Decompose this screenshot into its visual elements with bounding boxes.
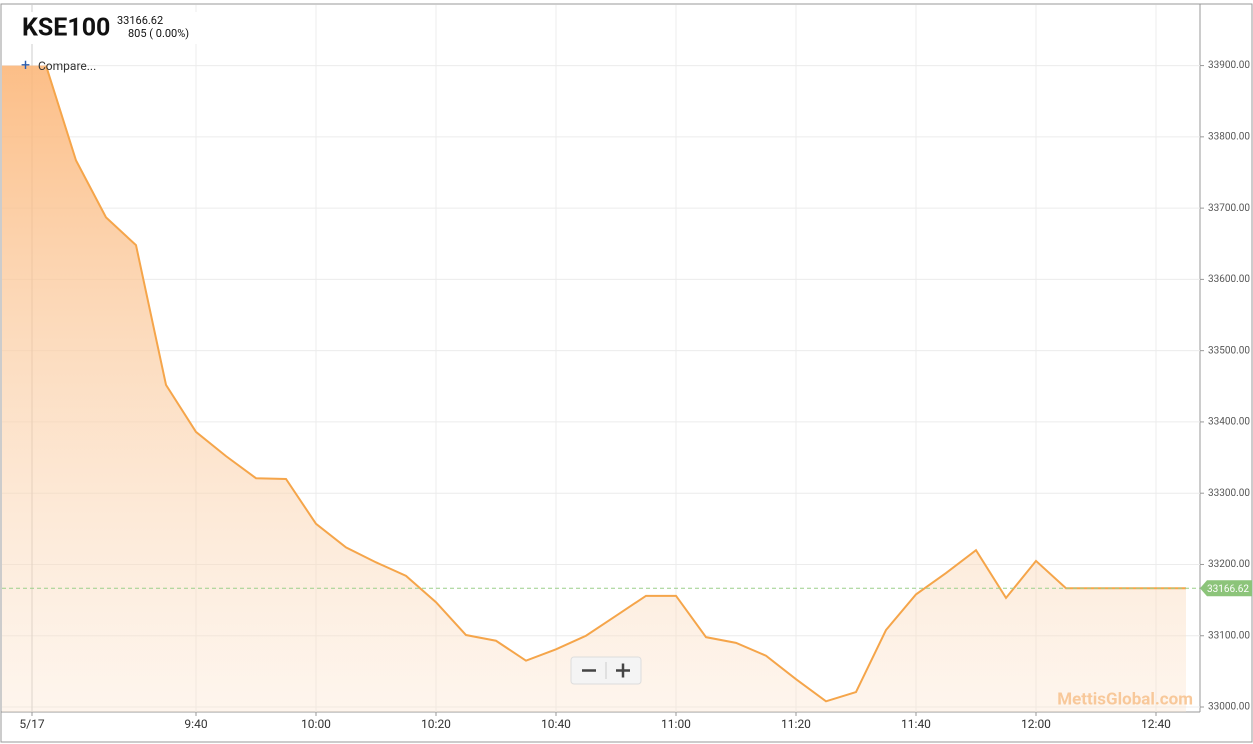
y-tick-label: 33300.00	[1208, 488, 1250, 499]
x-tick-label: 10:00	[301, 717, 331, 731]
y-tick-label: 33000.00	[1208, 702, 1250, 713]
x-tick-label: 11:40	[901, 717, 931, 731]
x-tick-label: 10:20	[421, 717, 451, 731]
compare-button[interactable]: + Compare...	[21, 55, 96, 74]
compare-label: Compare...	[38, 59, 96, 73]
plus-icon: +	[21, 55, 30, 74]
price: 33166.62	[117, 14, 163, 27]
x-tick-label: 5/17	[19, 717, 44, 731]
plus-icon	[616, 663, 630, 678]
y-tick-label: 33200.00	[1208, 559, 1250, 570]
y-tick-label: 33700.00	[1208, 203, 1250, 214]
header-box	[12, 12, 197, 44]
y-tick-label: 33900.00	[1208, 60, 1250, 71]
y-tick-label: 33600.00	[1208, 274, 1250, 285]
zoom-in[interactable]	[616, 663, 630, 678]
ticker: KSE100	[22, 14, 110, 43]
series	[2, 65, 1186, 712]
change: 805 ( 0.00%)	[128, 27, 189, 40]
x-tick-label: 11:00	[661, 717, 691, 731]
y-tick-label: 33500.00	[1208, 345, 1250, 356]
x-tick-label: 9:40	[184, 717, 207, 731]
price-line	[45, 65, 1186, 703]
last-price-tag	[1200, 580, 1252, 597]
y-tick-label: 33400.00	[1208, 417, 1250, 428]
zoom-controls	[570, 656, 642, 685]
area-fill	[2, 65, 1186, 712]
x-tick-label: 12:00	[1021, 717, 1051, 731]
x-tick-label: 12:40	[1141, 717, 1171, 731]
x-tick-label: 11:20	[781, 717, 811, 731]
y-tick-label: 33800.00	[1208, 131, 1250, 142]
y-tick-label: 33100.00	[1208, 630, 1250, 641]
watermark: MettisGlobal.com	[1057, 689, 1193, 709]
frame	[0, 3, 1253, 743]
x-tick-label: 10:40	[541, 717, 571, 731]
last-price-label: 33166.62	[1207, 584, 1249, 595]
